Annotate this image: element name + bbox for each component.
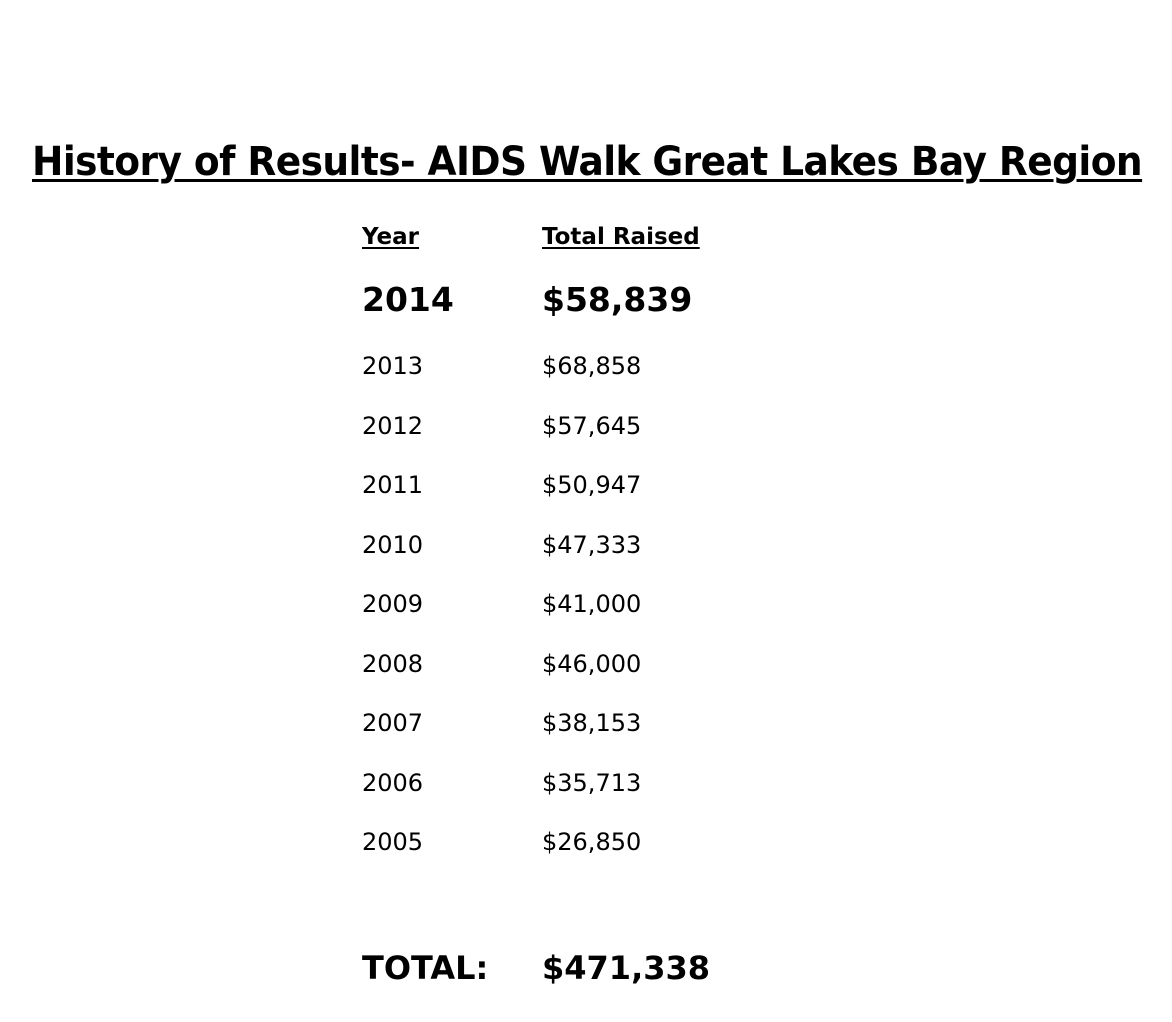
column-header-year: Year	[362, 224, 420, 250]
total-label: TOTAL:	[362, 949, 489, 987]
year-cell: 2013	[362, 352, 424, 380]
year-cell: 2007	[362, 709, 424, 737]
page-title: History of Results- AIDS Walk Great Lake…	[32, 139, 1143, 185]
year-cell: 2008	[362, 650, 424, 678]
amount-cell: $38,153	[542, 709, 642, 737]
amount-cell: $35,713	[542, 769, 642, 797]
year-cell: 2006	[362, 769, 424, 797]
total-amount: $471,338	[542, 949, 711, 987]
year-cell: 2014	[362, 280, 454, 319]
amount-cell: $57,645	[542, 412, 642, 440]
amount-cell: $68,858	[542, 352, 642, 380]
year-cell: 2011	[362, 471, 424, 499]
year-cell: 2009	[362, 590, 424, 618]
amount-cell: $41,000	[542, 590, 642, 618]
amount-cell: $47,333	[542, 531, 642, 559]
amount-cell: $50,947	[542, 471, 642, 499]
year-cell: 2010	[362, 531, 424, 559]
amount-cell: $26,850	[542, 828, 642, 856]
year-cell: 2012	[362, 412, 424, 440]
year-cell: 2005	[362, 828, 424, 856]
amount-cell: $46,000	[542, 650, 642, 678]
column-header-total-raised: Total Raised	[542, 224, 700, 250]
amount-cell: $58,839	[542, 280, 693, 319]
